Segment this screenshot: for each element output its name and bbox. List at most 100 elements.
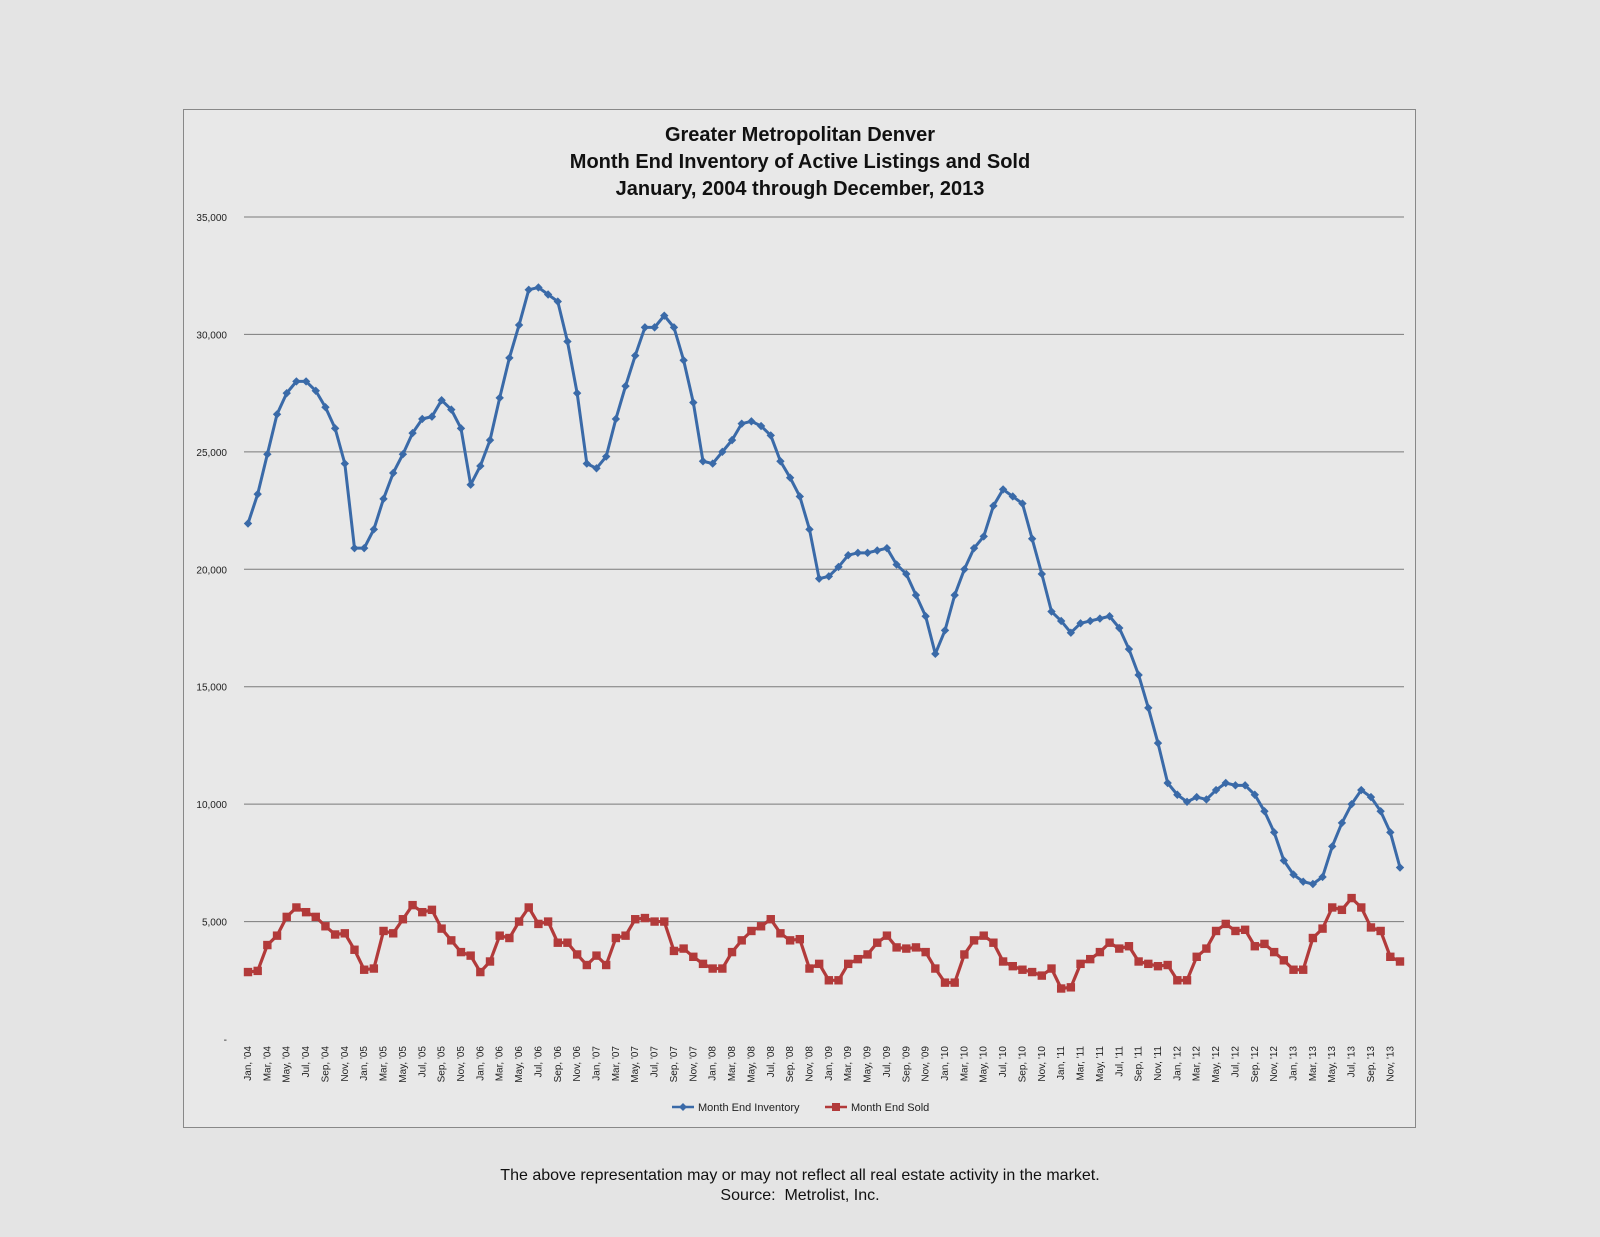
data-point-sold xyxy=(1260,939,1269,949)
data-point-sold xyxy=(389,929,398,938)
x-tick-label: Jan, '07 xyxy=(592,1046,603,1081)
data-point-inventory xyxy=(1221,778,1230,788)
data-point-inventory xyxy=(1076,619,1085,628)
data-point-sold xyxy=(524,903,533,912)
x-tick-label: Mar, '09 xyxy=(843,1046,854,1082)
x-tick-label: Nov, '06 xyxy=(572,1046,583,1082)
data-point-sold xyxy=(1211,926,1221,936)
x-tick-label: Jul, '11 xyxy=(1114,1046,1125,1077)
data-point-inventory xyxy=(340,459,350,468)
data-point-sold xyxy=(437,924,446,933)
x-tick-label: Jul, '07 xyxy=(650,1046,661,1078)
data-point-sold xyxy=(824,976,834,985)
x-tick-label: Jan, '12 xyxy=(1172,1046,1183,1081)
x-tick-label: Sep, '10 xyxy=(1017,1046,1028,1083)
y-axis-ticks: - 5,000 10,000 15,000 20,000 25,000 30,000 35,0… xyxy=(196,213,227,1046)
series-layer xyxy=(243,283,1405,993)
footer-source: Source: Metrolist, Inc. xyxy=(720,1187,880,1204)
title-line-2: Month End Inventory of Active Listings a… xyxy=(570,151,1030,173)
data-point-sold xyxy=(1337,905,1347,915)
data-point-inventory xyxy=(563,337,572,346)
x-tick-label: May, '12 xyxy=(1211,1046,1222,1083)
data-point-inventory xyxy=(1047,607,1056,616)
data-point-sold xyxy=(640,913,650,923)
footer: The above representation may or may not … xyxy=(0,1166,1600,1206)
legend-label: Month End Inventory xyxy=(698,1102,800,1114)
data-point-inventory xyxy=(1173,790,1182,799)
data-point-inventory xyxy=(1347,799,1356,809)
data-point-inventory xyxy=(1298,877,1308,886)
x-tick-label: Sep, '05 xyxy=(437,1046,448,1083)
x-tick-label: Nov, '05 xyxy=(456,1046,467,1082)
x-tick-label: May, '06 xyxy=(514,1046,525,1083)
y-tick-label: 15,000 xyxy=(196,683,227,694)
data-point-sold xyxy=(1153,961,1163,971)
data-point-sold xyxy=(330,930,340,939)
data-point-inventory xyxy=(1289,870,1298,879)
data-point-inventory xyxy=(718,447,727,457)
legend-swatch-marker xyxy=(679,1103,687,1111)
y-tick-label: - xyxy=(224,1035,227,1046)
data-point-inventory xyxy=(669,323,679,332)
data-point-sold xyxy=(340,929,350,938)
data-point-inventory xyxy=(1144,703,1153,713)
data-point-sold xyxy=(960,950,969,959)
data-point-sold xyxy=(1144,959,1153,969)
data-point-inventory xyxy=(737,419,746,428)
data-point-inventory xyxy=(379,494,388,504)
data-point-inventory xyxy=(1366,792,1376,802)
x-tick-label: Mar, '06 xyxy=(495,1046,506,1082)
legend: Month End Inventory Month End Sold xyxy=(672,1102,929,1114)
x-tick-label: Mar, '11 xyxy=(1076,1046,1087,1081)
data-point-sold xyxy=(1357,903,1366,912)
data-point-sold xyxy=(534,919,543,929)
data-point-inventory xyxy=(485,435,495,445)
y-tick-label: 5,000 xyxy=(202,918,227,929)
x-tick-label: May, '05 xyxy=(398,1046,409,1083)
data-point-sold xyxy=(1289,965,1298,974)
data-point-sold xyxy=(1076,959,1085,969)
data-point-sold xyxy=(447,936,456,945)
data-point-sold xyxy=(698,959,708,969)
data-point-inventory xyxy=(882,543,892,553)
x-tick-label: Jan, '06 xyxy=(475,1046,486,1081)
footer-disclaimer: The above representation may or may not … xyxy=(500,1167,1100,1184)
series-inventory xyxy=(243,283,1405,889)
data-point-inventory xyxy=(660,311,669,320)
data-point-sold xyxy=(679,944,688,953)
data-point-sold xyxy=(1386,952,1395,961)
data-point-sold xyxy=(950,978,959,987)
data-point-sold xyxy=(795,934,804,944)
data-point-sold xyxy=(766,915,775,924)
data-point-sold xyxy=(1202,944,1211,953)
data-point-sold xyxy=(737,936,746,945)
title-line-1: Greater Metropolitan Denver xyxy=(665,124,935,146)
x-tick-label: Jan, '05 xyxy=(359,1046,370,1081)
data-point-inventory xyxy=(301,377,311,386)
data-point-sold xyxy=(911,943,921,952)
data-point-inventory xyxy=(1308,879,1318,889)
data-point-sold xyxy=(592,951,601,960)
data-point-inventory xyxy=(1056,616,1066,626)
x-tick-label: Sep, '09 xyxy=(901,1046,912,1083)
data-point-sold xyxy=(1173,976,1182,985)
data-point-inventory xyxy=(505,353,514,363)
data-point-inventory xyxy=(292,377,301,386)
data-point-sold xyxy=(485,957,495,966)
data-point-inventory xyxy=(989,501,998,511)
data-point-sold xyxy=(1182,976,1192,985)
x-tick-label: Mar, '10 xyxy=(959,1046,970,1082)
x-tick-label: Jul, '09 xyxy=(882,1046,893,1078)
data-point-sold xyxy=(902,944,911,953)
data-point-sold xyxy=(427,905,437,915)
data-point-sold xyxy=(1056,984,1066,993)
data-point-inventory xyxy=(650,323,659,332)
data-point-sold xyxy=(369,964,379,973)
data-point-sold xyxy=(350,945,359,954)
data-point-inventory xyxy=(679,356,688,365)
data-point-inventory xyxy=(408,428,417,438)
data-point-sold xyxy=(1395,957,1405,966)
x-tick-label: May, '07 xyxy=(630,1046,641,1083)
data-point-inventory xyxy=(1115,623,1124,633)
data-point-inventory xyxy=(263,450,272,459)
